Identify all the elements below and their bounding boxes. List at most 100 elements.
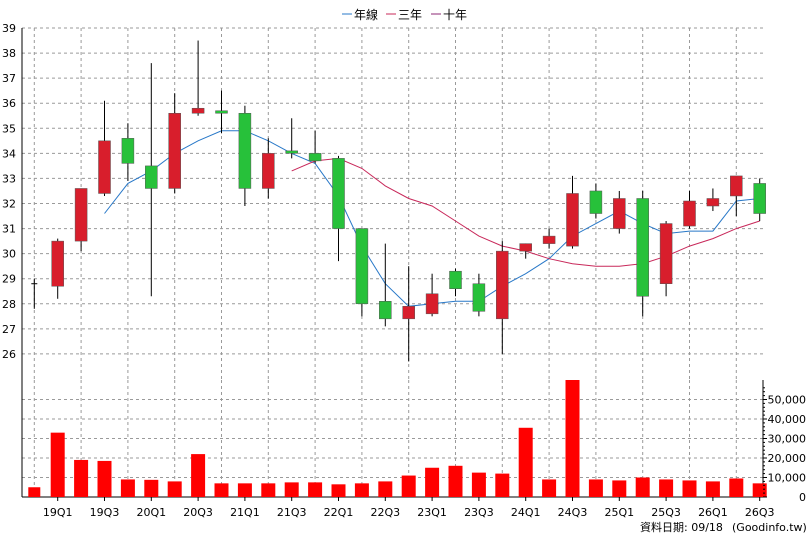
candle-body [215,110,228,114]
price-tick-label: 31 [2,223,16,236]
volume-bar [144,479,159,497]
price-tick-label: 32 [2,198,16,211]
volume-bar [518,427,533,497]
volume-bar [401,475,416,497]
x-tick-label: 23Q1 [417,506,447,519]
price-grid [22,27,763,379]
volume-tick-label: 10,000 [768,472,807,485]
volume-bar [635,477,650,497]
volume-bar [331,484,346,497]
candle-body [262,153,275,189]
candle-body [98,140,111,194]
candle-body [566,193,579,247]
price-tick-label: 27 [2,323,16,336]
legend-label-ten-year: 十年 [443,8,467,22]
x-tick-label: 23Q3 [464,506,494,519]
candle-body [706,198,720,207]
volume-bar [167,481,182,497]
candle-body [285,150,298,154]
price-tick-label: 33 [2,172,16,185]
x-tick-label: 20Q1 [136,506,166,519]
volume-bar [354,483,369,497]
price-tick-label: 34 [2,147,16,160]
volume-tick-label: 20,000 [768,452,807,465]
candle-body [449,270,462,289]
volume-bar [612,480,627,497]
legend: 年線 三年 十年 [342,7,467,22]
volume-bar [705,481,720,497]
candlesticks [31,40,766,362]
volume-tick-label: 0 [799,491,806,504]
candle-body [636,198,649,297]
candle-body [379,301,392,320]
candle-body [472,283,486,312]
volume-bar [378,481,393,497]
x-tick-label: 22Q1 [324,506,354,519]
quarter-axis-labels: 19Q1 19Q3 20Q1 20Q3 21Q1 21Q3 22Q1 22Q3 23Q1 23Q3… [43,497,775,519]
x-tick-label: 22Q3 [370,506,400,519]
x-tick-label: 26Q1 [698,506,728,519]
data-date-label: 資料日期: 09/18 [640,520,723,534]
volume-axis-labels: 0 10,000 20,000 30,000 40,000 50,000 [763,387,807,504]
volume-bar [50,432,65,497]
price-tick-label: 35 [2,122,16,135]
volume-bar [682,480,697,497]
price-tick-label: 26 [2,348,16,361]
volume-bar [237,483,252,497]
price-tick-label: 29 [2,273,16,286]
volume-bar [261,483,276,497]
volume-tick-label: 40,000 [768,413,807,426]
candle-body [238,112,252,189]
x-tick-label: 19Q3 [90,506,120,519]
price-tick-label: 39 [2,22,16,35]
x-tick-label: 21Q3 [277,506,307,519]
volume-bar [74,459,89,497]
source-label: (Goodinfo.tw) [732,521,807,534]
volume-bar [284,482,299,497]
volume-bar [542,479,557,497]
candle-body [542,235,556,244]
volume-bar [495,473,510,497]
legend-label-annual: 年線 [354,7,378,22]
price-axis-labels: 26 27 28 29 30 31 32 33 34 35 36 37 38 39 [2,22,16,361]
axes [21,28,764,498]
volume-bar [588,479,603,497]
candle-body [425,293,439,315]
volume-bar [120,479,135,497]
volume-bar [729,478,744,497]
candle-body [496,250,509,320]
legend-label-three-year: 三年 [398,8,422,22]
x-tick-label: 21Q1 [230,506,260,519]
volume-bars [28,380,767,497]
volume-tick-label: 30,000 [768,433,807,446]
x-tick-label: 25Q1 [604,506,634,519]
volume-bar [659,479,674,497]
candle-body [121,138,135,164]
candle-body [308,153,322,162]
price-tick-label: 36 [2,97,16,110]
candle-body [402,306,415,320]
candle-body [51,240,64,287]
candle-body [730,175,743,197]
x-tick-label: 24Q1 [511,506,541,519]
volume-bar [425,467,440,497]
x-tick-label: 19Q1 [43,506,73,519]
price-tick-label: 37 [2,72,16,85]
price-tick-label: 38 [2,47,16,60]
candle-body [589,190,603,214]
candle-body [145,165,158,189]
x-tick-label: 20Q3 [183,506,213,519]
candle-body [332,158,345,229]
volume-bar [191,454,206,497]
volume-bar [308,482,323,497]
volume-bar [565,380,580,497]
candle-body [753,183,766,214]
candle-body [168,112,181,189]
x-tick-label: 25Q3 [651,506,681,519]
volume-bar [448,465,463,497]
candle-body [355,228,369,305]
footer: 資料日期: 09/18 (Goodinfo.tw) [640,520,807,534]
candle-body [659,223,673,284]
candle-body [613,198,626,229]
